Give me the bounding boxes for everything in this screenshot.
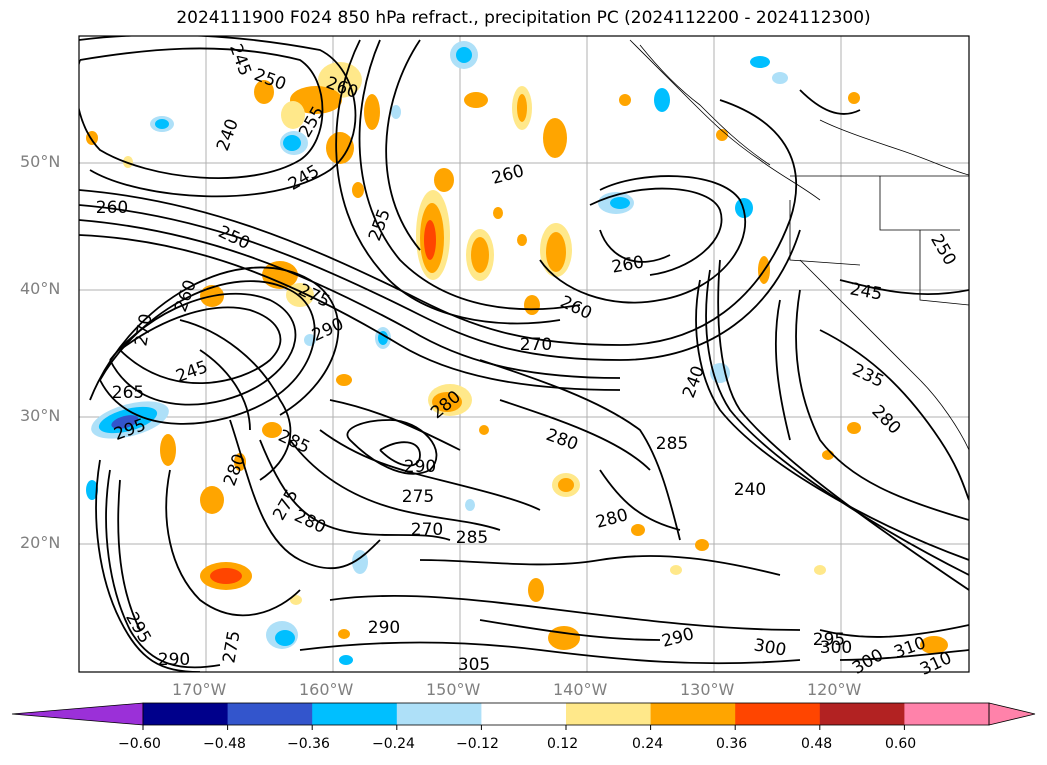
colorbar-segment bbox=[227, 703, 313, 725]
plot-title: 2024111900 F024 850 hPa refract., precip… bbox=[176, 8, 871, 28]
colorbar-tick-label: −0.36 bbox=[287, 736, 330, 752]
contour-label: 290 bbox=[158, 650, 190, 670]
contour-label: 240 bbox=[734, 480, 766, 500]
contour-label: 260 bbox=[96, 198, 128, 218]
colorbar-tick-label: −0.24 bbox=[372, 736, 415, 752]
lat-label-50n: 50°N bbox=[20, 152, 61, 171]
lat-label-20n: 20°N bbox=[20, 533, 61, 552]
lon-label-150w: 150°W bbox=[426, 680, 481, 699]
colorbar-segment bbox=[904, 703, 990, 725]
lon-label-120w: 120°W bbox=[807, 680, 862, 699]
coastlines bbox=[629, 39, 969, 451]
contour-label: 290 bbox=[368, 618, 400, 638]
lon-label-140w: 140°W bbox=[553, 680, 608, 699]
colorbar-tick-label: 0.12 bbox=[547, 736, 579, 752]
colorbar-tick-label: 0.24 bbox=[632, 736, 664, 752]
lon-label-170w: 170°W bbox=[172, 680, 227, 699]
map-content bbox=[79, 36, 969, 672]
lat-label-30n: 30°N bbox=[20, 406, 61, 425]
precip-shading bbox=[86, 41, 948, 665]
contour-label: 285 bbox=[656, 434, 688, 454]
colorbar-tick-label: 0.36 bbox=[716, 736, 748, 752]
colorbar-segment bbox=[735, 703, 821, 725]
colorbar-segment bbox=[566, 703, 652, 725]
contour-label: 300 bbox=[820, 638, 852, 658]
colorbar-tick-label: 0.60 bbox=[885, 736, 917, 752]
contour-label: 305 bbox=[458, 655, 490, 675]
colorbar-segment bbox=[650, 703, 736, 725]
refractivity-contours bbox=[79, 36, 969, 672]
colorbar-segment bbox=[143, 703, 229, 725]
contour-label: 265 bbox=[112, 383, 144, 403]
colorbar-extend-high bbox=[988, 702, 1036, 726]
colorbar-tick-label: −0.60 bbox=[118, 736, 161, 752]
colorbar-tick-label: 0.48 bbox=[801, 736, 833, 752]
contour-label: 270 bbox=[411, 520, 443, 540]
lon-label-130w: 130°W bbox=[680, 680, 735, 699]
map-frame bbox=[78, 35, 970, 673]
colorbar-segment bbox=[396, 703, 482, 725]
colorbar-segment bbox=[481, 703, 567, 725]
contour-label: 270 bbox=[520, 335, 552, 355]
contour-label: 295 bbox=[813, 630, 845, 650]
colorbar-segment bbox=[819, 703, 905, 725]
colorbar-segment bbox=[312, 703, 398, 725]
colorbar-tick-label: −0.12 bbox=[456, 736, 499, 752]
contour-label: 290 bbox=[404, 457, 436, 477]
contour-label: 285 bbox=[456, 528, 488, 548]
colorbar-tick-label: −0.48 bbox=[203, 736, 246, 752]
lat-label-40n: 40°N bbox=[20, 279, 61, 298]
contour-label: 275 bbox=[402, 487, 434, 507]
colorbar bbox=[11, 702, 1036, 730]
colorbar-extend-low bbox=[11, 702, 144, 726]
lon-label-160w: 160°W bbox=[299, 680, 354, 699]
